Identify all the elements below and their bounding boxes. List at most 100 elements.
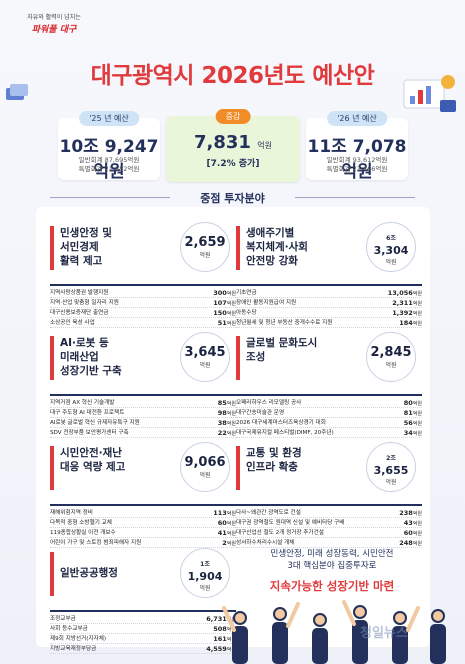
- section-amount-badge: 6조 3,304 억원: [366, 222, 416, 272]
- section-amount-unit: 억원: [385, 259, 397, 266]
- section-amount-unit: 억원: [199, 252, 211, 259]
- divider: [295, 197, 415, 198]
- section-amount: 2,659: [184, 235, 226, 250]
- section-amount-jo: 1조: [200, 561, 210, 568]
- section-amount-badge: 3,645 억원: [180, 332, 230, 382]
- section-amount-badge: 1조 1,904 억원: [180, 548, 230, 598]
- budget-2025-general: 일반회계 87,695억원: [78, 156, 140, 164]
- list-item: 대구권 광역철도 원대역 신설 및 예비타당 구배 43억원: [236, 519, 422, 528]
- section-amount-unit: 억원: [199, 362, 211, 369]
- section-amount-jo: 2조: [386, 455, 396, 462]
- section-amount-badge: 9,066 억원: [180, 442, 230, 492]
- section-amount-jo: 6조: [386, 235, 396, 242]
- section-amount: 2,845: [370, 345, 412, 360]
- closing-line2: 3대 핵심분야 집중투자로: [287, 561, 377, 571]
- watermark: 청일뉴스: [360, 626, 408, 641]
- section-amount-badge: 2조 3,655 억원: [366, 442, 416, 492]
- section-amount: 3,304: [373, 244, 409, 257]
- closing-message: 민생안정, 미래 성장동력, 시민안전 3대 핵심분야 집중투자로 지속가능한 …: [232, 548, 432, 594]
- list-item: 아동수당 1,392억원: [236, 309, 422, 318]
- section-amount-unit: 억원: [385, 362, 397, 369]
- increase-amount: 7,831: [194, 132, 251, 153]
- list-item: 청년월세 및 청년 부동산 중개수수료 지원 184억원: [236, 319, 422, 328]
- list-item: 지역·산업 맞춤형 일자리 지원 107억원: [50, 299, 236, 308]
- section-name: 일반공공행정: [60, 567, 118, 579]
- list-item: 2026 대구세계마스터즈육상경기 대회 56억원: [236, 419, 422, 428]
- section-amount: 3,655: [373, 464, 409, 477]
- closing-headline: 지속가능한 성장기반 마련: [269, 579, 395, 593]
- list-item: 오페라하우스 리모델링 공사 80억원: [236, 399, 422, 408]
- list-item: 어린이 가구 및 스토킹 범죄피해자 지원 2억원: [50, 539, 236, 548]
- city-slogan-logo: 자유와 활력이 넘치는 파워풀 대구: [14, 12, 94, 35]
- budget-2026-label: '26 년 예산: [327, 111, 387, 126]
- cheering-people-illustration: [222, 600, 446, 664]
- budget-2026-card: '26 년 예산 11조 7,078억원 일반회계 93,612억원 특별회계 …: [306, 111, 408, 182]
- focus-section-title: 중점 투자분야: [200, 192, 265, 205]
- section-amount: 1,904: [187, 570, 223, 583]
- list-item: SDV 전장부품 보안평가센터 구축 22억원: [50, 429, 236, 438]
- budget-2025-special: 특별회계 21,552억원: [78, 165, 140, 173]
- budget-2025-total: 10조 9,247억원: [59, 137, 159, 182]
- section-amount: 9,066: [184, 455, 226, 470]
- section-livelihood: 민생안정 및 서민경제 활력 제고 2,659 억원 지역사랑상품권 발행지원 3…: [50, 222, 236, 328]
- section-welfare: 생애주기별 복지체계·사회 안전망 강화 6조 3,304 억원 기초연금 13,0…: [236, 222, 422, 328]
- list-item: 제9회 지방선거(지자체) 161억원: [50, 635, 236, 644]
- list-item: 기초연금 13,056억원: [236, 289, 422, 298]
- section-name: 시민안전·재난 대응 역량 제고: [60, 447, 126, 473]
- section-amount-unit: 억원: [199, 472, 211, 479]
- budget-2026-special: 특별회계 23,466억원: [326, 165, 388, 173]
- list-item: 대구 주도형 AI 대전환 프로젝트 98억원: [50, 409, 236, 418]
- list-item: 119종합상황실 이전 개보수 41억원: [50, 529, 236, 538]
- section-name: 생애주기별 복지체계·사회 안전망 강화: [246, 227, 308, 267]
- section-accent-bar: [236, 446, 240, 490]
- section-safety: 시민안전·재난 대응 역량 제고 9,066 억원 재해위험지역 정비 113억원…: [50, 442, 236, 548]
- decoration-icon: [6, 84, 28, 100]
- list-item: 사회 등수교부금 508억원: [50, 625, 236, 634]
- list-item: 지역사랑상품권 발행지원 300억원: [50, 289, 236, 298]
- list-item: 대구간송미술관 운영 81억원: [236, 409, 422, 418]
- section-accent-bar: [50, 336, 54, 380]
- list-item: 다목적 중형 소방헬기 교체 60억원: [50, 519, 236, 528]
- list-item: 성서하수처리수시설 개체 248억원: [236, 539, 422, 548]
- section-name: 민생안정 및 서민경제 활력 제고: [60, 227, 112, 267]
- section-accent-bar: [236, 226, 240, 270]
- list-item: 지역거점 AX 혁신 기술개발 85억원: [50, 399, 236, 408]
- section-ai-robot: AI·로봇 등 미래산업 성장기반 구축 3,645 억원 지역거점 AX 혁신…: [50, 332, 236, 438]
- section-amount-unit: 억원: [199, 585, 211, 592]
- section-accent-bar: [236, 336, 240, 380]
- list-item: 대구국제뮤지컬 페스티벌(DIMF, 20주년) 34억원: [236, 429, 422, 438]
- slogan-line2: 파워풀 대구: [31, 25, 77, 35]
- list-item: 대구신용보증재단 출연금 150억원: [50, 309, 236, 318]
- section-accent-bar: [50, 552, 54, 596]
- budget-2026-general: 일반회계 93,612억원: [326, 156, 388, 164]
- chart-decoration-icon: [403, 75, 456, 112]
- increase-unit: 억원: [257, 141, 272, 150]
- increase-label: 증감: [215, 109, 251, 124]
- budget-increase-card: 증감 7,831 억원 [7.2% 증가]: [166, 109, 300, 182]
- list-item: 소상공인 육성 사업 51억원: [50, 319, 236, 328]
- budget-summary: '25 년 예산 10조 9,247억원 일반회계 87,695억원 특별회계 …: [0, 109, 465, 182]
- section-accent-bar: [50, 446, 54, 490]
- section-amount: 3,645: [184, 345, 226, 360]
- budget-2025-label: '25 년 예산: [79, 111, 139, 126]
- slogan-line1: 자유와 활력이 넘치는: [27, 14, 81, 21]
- section-amount-unit: 억원: [385, 479, 397, 486]
- section-transport: 교통 및 환경 인프라 확충 2조 3,655 억원 다사~왜관간 광역도로 건설…: [236, 442, 422, 548]
- list-item: 지방교육재정부담금 4,559억원: [50, 645, 236, 654]
- list-item: 대구산업선 철도 2개 정거장 추가건설 60억원: [236, 529, 422, 538]
- page-title: 대구광역시 2026년도 예산안: [90, 63, 375, 89]
- closing-line1: 민생안정, 미래 성장동력, 시민안전: [270, 549, 394, 559]
- section-accent-bar: [50, 226, 54, 270]
- section-name: 글로벌 문화도시 조성: [246, 337, 318, 363]
- divider: [50, 197, 170, 198]
- section-culture: 글로벌 문화도시 조성 2,845 억원 오페라하우스 리모델링 공사 80억원 …: [236, 332, 422, 438]
- list-item: 다사~왜관간 광역도로 건설 238억원: [236, 509, 422, 518]
- section-name: AI·로봇 등 미래산업 성장기반 구축: [60, 337, 122, 377]
- list-item: 재해위험지역 정비 113억원: [50, 509, 236, 518]
- section-amount-badge: 2,659 억원: [180, 222, 230, 272]
- section-amount-badge: 2,845 억원: [366, 332, 416, 382]
- increase-percent: [7.2% 증가]: [206, 159, 260, 169]
- list-item: AI로봇 글로벌 혁신 규제자유특구 지원 38억원: [50, 419, 236, 428]
